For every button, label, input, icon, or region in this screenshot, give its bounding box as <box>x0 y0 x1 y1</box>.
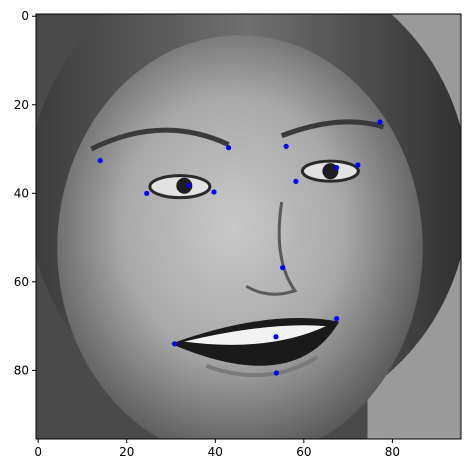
keypoint-marker <box>186 182 192 188</box>
axes-frame <box>35 13 462 440</box>
x-axis: 0 20 40 60 80 <box>34 439 400 459</box>
x-tick-label: 0 <box>34 445 42 459</box>
keypoint-marker <box>293 178 299 184</box>
y-tick-label: 0 <box>21 9 29 23</box>
keypoint-marker <box>144 190 150 196</box>
x-tick-label: 80 <box>385 445 400 459</box>
keypoint-marker <box>211 189 217 195</box>
keypoint-marker <box>273 334 279 340</box>
keypoints-layer <box>97 119 383 376</box>
y-axis: 0 20 40 60 80 <box>14 9 36 377</box>
face-image <box>36 14 461 439</box>
keypoint-marker <box>171 341 178 347</box>
keypoint-marker <box>279 265 286 271</box>
x-tick-label: 20 <box>119 445 134 459</box>
y-tick-label: 40 <box>14 186 29 200</box>
keypoint-marker <box>273 370 279 376</box>
x-tick-label: 40 <box>208 445 223 459</box>
keypoint-marker <box>333 165 340 171</box>
y-tick-label: 60 <box>14 275 29 289</box>
keypoint-marker <box>283 143 289 149</box>
keypoint-marker <box>333 315 340 322</box>
y-tick-label: 80 <box>14 363 29 377</box>
keypoint-marker <box>225 145 232 151</box>
x-tick-label: 60 <box>296 445 311 459</box>
keypoint-marker <box>355 162 361 168</box>
y-tick-label: 20 <box>14 98 29 112</box>
keypoint-marker <box>97 157 103 164</box>
keypoint-marker <box>377 119 383 125</box>
